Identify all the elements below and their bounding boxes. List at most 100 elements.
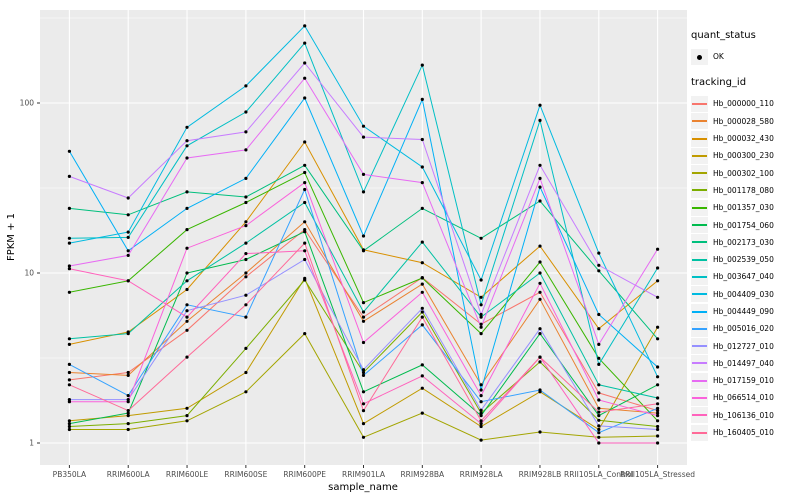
legend-line-swatch	[692, 379, 707, 382]
data-point	[244, 275, 248, 279]
data-point	[244, 130, 248, 134]
y-tick-label: 10	[24, 269, 34, 278]
legend-item: Hb_017159_010	[691, 372, 799, 389]
data-point	[244, 346, 248, 350]
x-axis-title: sample_name	[328, 482, 398, 493]
legend-item: Hb_000032_430	[691, 130, 799, 147]
data-point	[185, 190, 189, 194]
data-point	[126, 427, 130, 432]
data-point	[244, 148, 248, 152]
data-point	[244, 224, 248, 228]
data-point	[185, 303, 189, 307]
data-point	[244, 195, 248, 199]
data-point	[597, 427, 601, 432]
legend-key-box	[691, 389, 708, 406]
data-point	[420, 306, 424, 310]
data-point	[361, 172, 366, 176]
data-point	[538, 163, 542, 167]
data-point	[479, 278, 483, 282]
legend-item: Hb_002539_050	[691, 251, 799, 268]
data-point	[126, 279, 130, 283]
data-point	[361, 249, 366, 253]
data-point	[361, 124, 366, 128]
data-point	[126, 411, 130, 415]
data-point	[656, 434, 660, 438]
data-point	[420, 97, 424, 101]
legend-key-box	[691, 95, 708, 112]
y-axis-title: FPKM + 1	[6, 213, 17, 261]
data-point	[420, 310, 424, 314]
legend-key-box	[691, 268, 708, 285]
data-point	[538, 290, 542, 294]
data-point	[479, 383, 483, 387]
data-point	[126, 235, 130, 239]
data-point	[420, 276, 424, 280]
data-point	[597, 383, 601, 387]
data-point	[597, 398, 601, 402]
legend-item-label: Hb_066514_010	[713, 393, 774, 403]
data-point	[126, 414, 130, 418]
legend-line-swatch	[692, 327, 707, 330]
data-point	[361, 319, 366, 323]
data-point	[538, 199, 542, 203]
legend-key-box	[691, 165, 708, 182]
legend-line-swatch	[692, 172, 707, 175]
data-point	[244, 241, 248, 245]
legend-key-box	[691, 251, 708, 268]
data-point	[67, 378, 71, 382]
data-point	[361, 135, 366, 139]
data-point	[244, 110, 248, 114]
legend-item-label: OK	[713, 52, 724, 62]
data-point	[420, 411, 424, 415]
data-point	[420, 315, 424, 319]
data-point	[67, 424, 71, 429]
data-point	[303, 96, 307, 100]
data-point	[185, 228, 189, 232]
data-point	[361, 340, 366, 345]
legend-item: Hb_000000_110	[691, 95, 799, 112]
data-point	[656, 325, 660, 329]
y-tick-label: 100	[20, 99, 35, 108]
legend-item-label: Hb_004409_030	[713, 289, 774, 299]
data-point	[597, 431, 601, 435]
legend-key-box	[691, 424, 708, 441]
data-point	[244, 252, 248, 256]
data-point	[538, 260, 542, 264]
data-point	[185, 271, 189, 275]
legend-key-box	[691, 182, 708, 199]
data-point	[656, 365, 660, 369]
legend-item: Hb_106136_010	[691, 407, 799, 424]
legend-line-swatch	[692, 293, 707, 296]
legend-line-swatch	[692, 258, 707, 261]
legend-item: Hb_001178_080	[691, 182, 799, 199]
legend-line-swatch	[692, 396, 707, 399]
data-point	[479, 325, 483, 329]
data-point	[597, 327, 601, 331]
data-point	[479, 424, 483, 429]
data-point	[479, 332, 483, 336]
data-point	[185, 315, 189, 319]
legend-item: Hb_000302_100	[691, 164, 799, 182]
legend-item: Hb_002173_030	[691, 234, 799, 251]
data-point	[303, 200, 307, 205]
data-point	[420, 165, 424, 169]
legend-item: Hb_066514_010	[691, 389, 799, 406]
data-point	[479, 422, 483, 426]
data-point	[597, 342, 601, 346]
data-point	[597, 424, 601, 428]
data-point	[479, 438, 483, 442]
legend-line-swatch	[692, 189, 707, 192]
data-point	[597, 414, 601, 418]
data-point	[361, 190, 366, 194]
data-point	[126, 400, 130, 404]
x-tick-label: RRIM928LB	[519, 470, 562, 479]
data-point	[597, 410, 601, 414]
legend-item-label: Hb_160405_010	[713, 428, 774, 438]
data-point	[361, 234, 366, 238]
data-point	[185, 328, 189, 332]
x-tick-label: RRIM600PE	[283, 470, 326, 479]
data-point	[185, 355, 189, 359]
data-point	[656, 402, 660, 406]
legend-item-label: Hb_017159_010	[713, 376, 774, 386]
data-point	[244, 271, 248, 275]
